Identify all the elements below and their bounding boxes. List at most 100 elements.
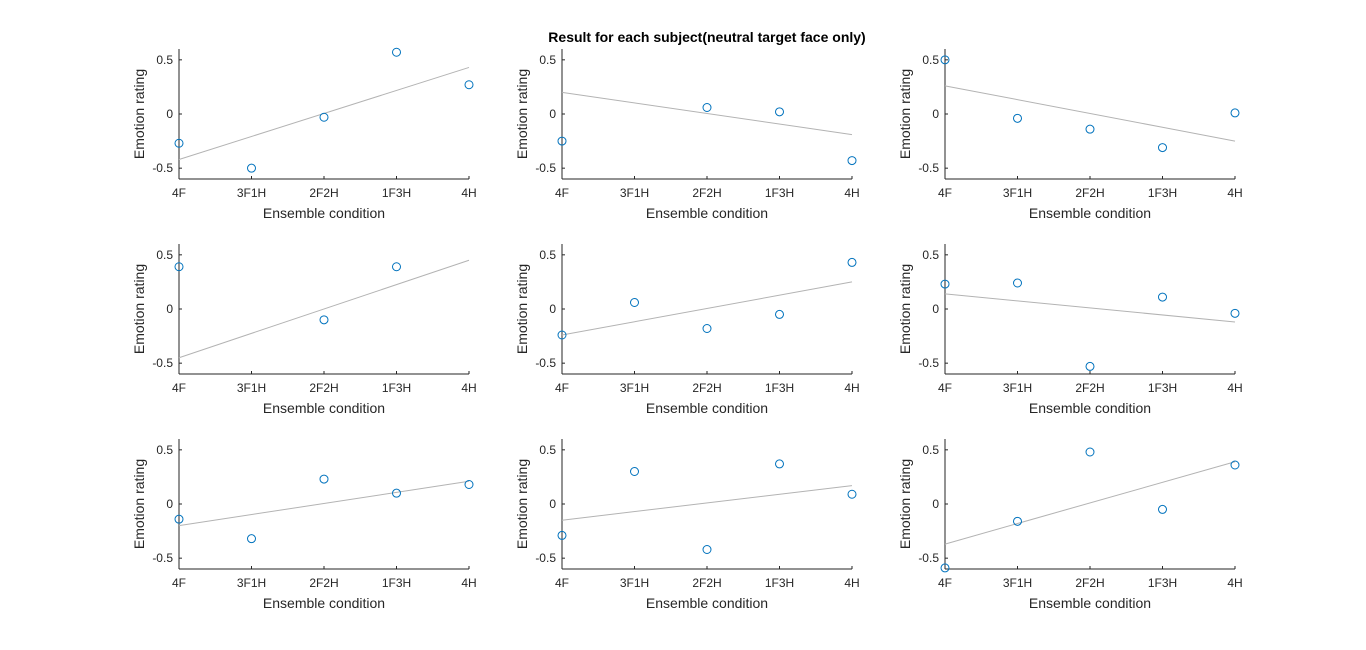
data-point bbox=[464, 80, 474, 90]
data-point bbox=[940, 563, 950, 573]
y-tick-label: 0.5 bbox=[922, 443, 939, 457]
data-point bbox=[1013, 113, 1022, 123]
x-tick-label: 2F2H bbox=[309, 381, 338, 395]
data-point bbox=[319, 315, 329, 325]
data-point bbox=[847, 156, 857, 166]
x-axis-label: Ensemble condition bbox=[263, 400, 385, 416]
x-tick-label: 4H bbox=[461, 576, 476, 590]
subplot-9: 4F 3F1H 2F2H 1F3H 4H -0.5 0 0.5 Ensemble conditi… bbox=[897, 439, 1243, 611]
data-point bbox=[775, 459, 784, 469]
x-tick-label: 2F2H bbox=[692, 381, 721, 395]
x-tick-label: 4F bbox=[555, 186, 569, 200]
x-tick-label: 1F3H bbox=[382, 576, 411, 590]
x-tick-label: 4F bbox=[938, 576, 952, 590]
y-tick-label: 0 bbox=[932, 302, 939, 316]
x-tick-label: 3F1H bbox=[1003, 576, 1032, 590]
data-point bbox=[392, 488, 401, 498]
x-tick-label: 2F2H bbox=[309, 186, 338, 200]
data-point bbox=[557, 330, 567, 340]
y-tick-label: 0.5 bbox=[922, 53, 939, 67]
y-tick-label: 0.5 bbox=[922, 248, 939, 262]
data-point bbox=[557, 136, 567, 146]
y-tick-label: 0 bbox=[932, 107, 939, 121]
data-point bbox=[174, 514, 184, 524]
x-tick-label: 3F1H bbox=[1003, 381, 1032, 395]
data-point bbox=[702, 545, 712, 554]
y-axis-label: Emotion rating bbox=[131, 264, 147, 354]
x-tick-label: 3F1H bbox=[620, 381, 649, 395]
data-point bbox=[557, 530, 567, 540]
x-tick-label: 1F3H bbox=[1148, 186, 1177, 200]
x-tick-label: 1F3H bbox=[382, 381, 411, 395]
y-tick-label: 0 bbox=[166, 302, 173, 316]
data-point bbox=[1230, 460, 1240, 470]
x-tick-label: 4H bbox=[844, 186, 859, 200]
y-tick-label: 0.5 bbox=[539, 443, 556, 457]
x-tick-label: 2F2H bbox=[309, 576, 338, 590]
data-point bbox=[775, 309, 784, 319]
data-point bbox=[319, 112, 329, 122]
x-axis-label: Ensemble condition bbox=[263, 205, 385, 221]
data-point bbox=[940, 279, 950, 289]
data-point bbox=[392, 47, 401, 57]
x-tick-label: 4F bbox=[938, 381, 952, 395]
subplot-4: 4F 3F1H 2F2H 1F3H 4H -0.5 0 0.5 Ensemble conditi… bbox=[131, 244, 477, 416]
figure-title: Result for each subject(neutral target f… bbox=[548, 29, 865, 45]
y-axis-label: Emotion rating bbox=[131, 459, 147, 549]
x-axis-label: Ensemble condition bbox=[646, 595, 768, 611]
subplot-3: 4F 3F1H 2F2H 1F3H 4H -0.5 0 0.5 Ensemble conditi… bbox=[897, 49, 1243, 221]
y-tick-label: -0.5 bbox=[918, 551, 939, 565]
data-point bbox=[1085, 124, 1095, 134]
x-axis-label: Ensemble condition bbox=[263, 595, 385, 611]
x-tick-label: 2F2H bbox=[1075, 381, 1104, 395]
y-tick-label: -0.5 bbox=[918, 356, 939, 370]
x-tick-label: 2F2H bbox=[692, 576, 721, 590]
fit-line bbox=[944, 461, 1236, 545]
subplot-5: 4F 3F1H 2F2H 1F3H 4H -0.5 0 0.5 Ensemble conditi… bbox=[514, 244, 860, 416]
subplot-8: 4F 3F1H 2F2H 1F3H 4H -0.5 0 0.5 Ensemble conditi… bbox=[514, 439, 860, 611]
x-axis-label: Ensemble condition bbox=[1029, 400, 1151, 416]
x-tick-label: 4H bbox=[461, 381, 476, 395]
y-tick-label: -0.5 bbox=[918, 161, 939, 175]
data-point bbox=[1013, 278, 1022, 288]
x-tick-label: 4H bbox=[844, 381, 859, 395]
y-tick-label: 0.5 bbox=[156, 248, 173, 262]
x-tick-label: 3F1H bbox=[237, 186, 266, 200]
x-tick-label: 4H bbox=[1227, 186, 1242, 200]
data-point bbox=[1230, 308, 1240, 318]
x-tick-label: 4F bbox=[172, 186, 186, 200]
y-axis-label: Emotion rating bbox=[514, 264, 530, 354]
y-tick-label: 0.5 bbox=[156, 53, 173, 67]
x-tick-label: 3F1H bbox=[1003, 186, 1032, 200]
data-point bbox=[247, 534, 256, 544]
y-axis-label: Emotion rating bbox=[514, 69, 530, 159]
data-point bbox=[464, 480, 474, 489]
y-tick-label: 0 bbox=[166, 497, 173, 511]
data-point bbox=[392, 262, 401, 272]
y-tick-label: 0 bbox=[932, 497, 939, 511]
data-point bbox=[1230, 108, 1240, 118]
fit-line bbox=[561, 91, 853, 136]
data-point bbox=[1085, 361, 1095, 371]
data-point bbox=[247, 163, 256, 173]
subplot-6: 4F 3F1H 2F2H 1F3H 4H -0.5 0 0.5 Ensemble conditi… bbox=[897, 244, 1243, 416]
x-tick-label: 2F2H bbox=[1075, 186, 1104, 200]
fit-line bbox=[561, 485, 853, 521]
x-tick-label: 4H bbox=[1227, 576, 1242, 590]
x-tick-label: 1F3H bbox=[382, 186, 411, 200]
x-tick-label: 4H bbox=[844, 576, 859, 590]
subplot-1: 4F 3F1H 2F2H 1F3H 4H -0.5 0 0.5 Ensemble conditi… bbox=[131, 47, 477, 221]
x-tick-label: 4F bbox=[555, 576, 569, 590]
y-tick-label: -0.5 bbox=[152, 161, 173, 175]
y-tick-label: -0.5 bbox=[535, 356, 556, 370]
y-tick-label: 0 bbox=[549, 302, 556, 316]
y-tick-label: 0.5 bbox=[156, 443, 173, 457]
x-tick-label: 3F1H bbox=[620, 576, 649, 590]
data-point bbox=[1158, 292, 1167, 302]
y-axis-label: Emotion rating bbox=[897, 459, 913, 549]
x-axis-label: Ensemble condition bbox=[1029, 595, 1151, 611]
x-tick-label: 1F3H bbox=[1148, 576, 1177, 590]
fit-line bbox=[561, 281, 853, 336]
data-point bbox=[174, 138, 184, 148]
data-point bbox=[702, 103, 712, 112]
